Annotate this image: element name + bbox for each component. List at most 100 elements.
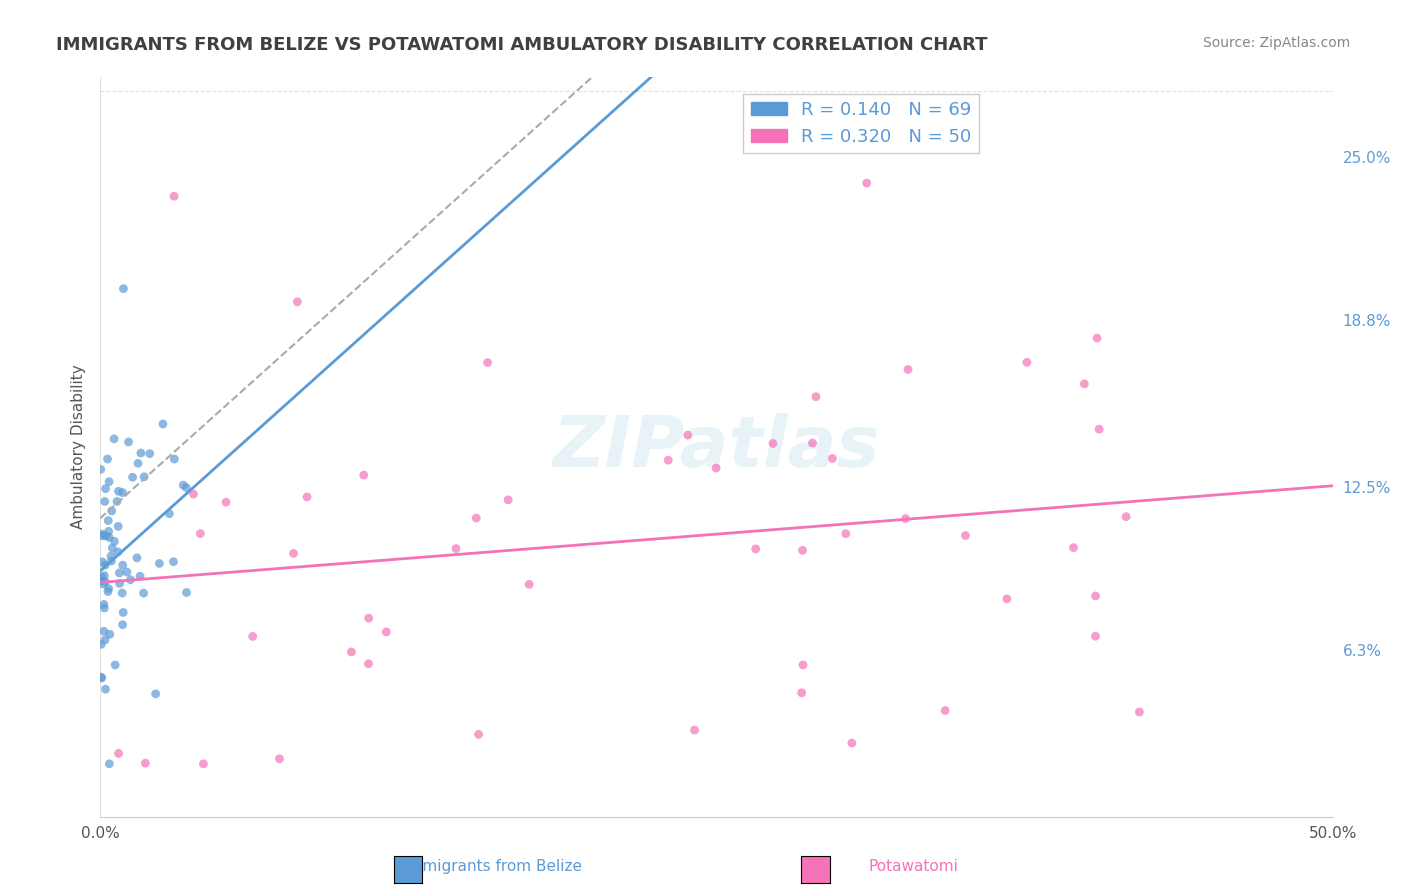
Point bbox=[444, 541, 467, 556]
Point bbox=[357, 611, 380, 625]
Point bbox=[93, 494, 115, 508]
Point bbox=[97, 582, 120, 596]
Point bbox=[94, 574, 117, 589]
Point bbox=[104, 658, 127, 673]
Point bbox=[107, 484, 129, 499]
Point bbox=[108, 566, 131, 580]
Point bbox=[98, 627, 121, 641]
Point bbox=[1085, 331, 1108, 345]
Point bbox=[1084, 629, 1107, 643]
Point bbox=[357, 657, 380, 671]
Point bbox=[93, 568, 115, 582]
Point bbox=[90, 574, 112, 588]
Point bbox=[496, 492, 519, 507]
Point bbox=[105, 494, 128, 508]
Point bbox=[821, 451, 844, 466]
Point bbox=[111, 617, 134, 632]
Point bbox=[120, 573, 142, 587]
Point bbox=[125, 550, 148, 565]
Point bbox=[90, 637, 112, 651]
Point bbox=[1084, 589, 1107, 603]
Point bbox=[121, 470, 143, 484]
Point bbox=[91, 555, 114, 569]
Point bbox=[103, 534, 125, 549]
Legend: R = 0.140   N = 69, R = 0.320   N = 50: R = 0.140 N = 69, R = 0.320 N = 50 bbox=[744, 94, 979, 153]
Point bbox=[101, 541, 124, 555]
Point bbox=[90, 670, 112, 684]
Point bbox=[801, 436, 824, 450]
Point bbox=[138, 447, 160, 461]
Text: Source: ZipAtlas.com: Source: ZipAtlas.com bbox=[1202, 36, 1350, 50]
Point bbox=[894, 511, 917, 525]
Text: ZIPatlas: ZIPatlas bbox=[553, 412, 880, 482]
Point bbox=[108, 576, 131, 591]
Point bbox=[134, 756, 156, 771]
Point bbox=[172, 478, 194, 492]
Point bbox=[97, 514, 120, 528]
Point bbox=[283, 546, 305, 560]
Point bbox=[157, 507, 180, 521]
Point bbox=[1128, 705, 1150, 719]
Point bbox=[163, 452, 186, 467]
Point bbox=[676, 428, 699, 442]
Point bbox=[94, 529, 117, 543]
Point bbox=[94, 682, 117, 697]
Point bbox=[134, 469, 156, 483]
Point bbox=[657, 453, 679, 467]
Point bbox=[1088, 422, 1111, 436]
Point bbox=[792, 543, 814, 558]
Point bbox=[117, 434, 139, 449]
Point bbox=[955, 528, 977, 542]
Point bbox=[242, 629, 264, 643]
Point bbox=[1115, 509, 1137, 524]
Point bbox=[152, 417, 174, 431]
Point bbox=[1063, 541, 1085, 555]
Text: Potawatomi: Potawatomi bbox=[869, 859, 959, 874]
Point bbox=[93, 601, 115, 615]
Point bbox=[100, 504, 122, 518]
Y-axis label: Ambulatory Disability: Ambulatory Disability bbox=[72, 365, 86, 529]
Point bbox=[94, 482, 117, 496]
Point bbox=[841, 736, 863, 750]
Point bbox=[91, 577, 114, 591]
Point bbox=[93, 624, 115, 639]
Point bbox=[517, 577, 540, 591]
Point bbox=[353, 468, 375, 483]
Point bbox=[375, 624, 398, 639]
Point bbox=[477, 355, 499, 369]
Point bbox=[683, 723, 706, 738]
Point bbox=[111, 485, 134, 500]
Point bbox=[790, 686, 813, 700]
Point bbox=[111, 558, 134, 572]
Point bbox=[97, 524, 120, 539]
Point bbox=[91, 529, 114, 543]
Point bbox=[465, 511, 488, 525]
Point bbox=[934, 704, 956, 718]
Point bbox=[183, 487, 205, 501]
Point bbox=[163, 189, 186, 203]
Point bbox=[176, 585, 198, 599]
Point bbox=[98, 475, 121, 489]
Text: Immigrants from Belize: Immigrants from Belize bbox=[402, 859, 582, 874]
Point bbox=[127, 456, 149, 470]
Point bbox=[855, 176, 877, 190]
Point bbox=[174, 481, 197, 495]
Point bbox=[744, 541, 766, 556]
Point bbox=[193, 756, 215, 771]
Point bbox=[162, 555, 184, 569]
Point bbox=[97, 584, 120, 599]
Point bbox=[112, 606, 135, 620]
Point bbox=[129, 569, 152, 583]
Point bbox=[93, 598, 115, 612]
Point bbox=[90, 570, 112, 584]
Point bbox=[129, 446, 152, 460]
Point bbox=[98, 756, 121, 771]
Point bbox=[269, 752, 291, 766]
Point bbox=[1073, 376, 1095, 391]
Point bbox=[107, 747, 129, 761]
Point bbox=[94, 632, 117, 647]
Point bbox=[115, 565, 138, 579]
Point bbox=[111, 586, 134, 600]
Point bbox=[467, 727, 489, 741]
Point bbox=[98, 530, 121, 544]
